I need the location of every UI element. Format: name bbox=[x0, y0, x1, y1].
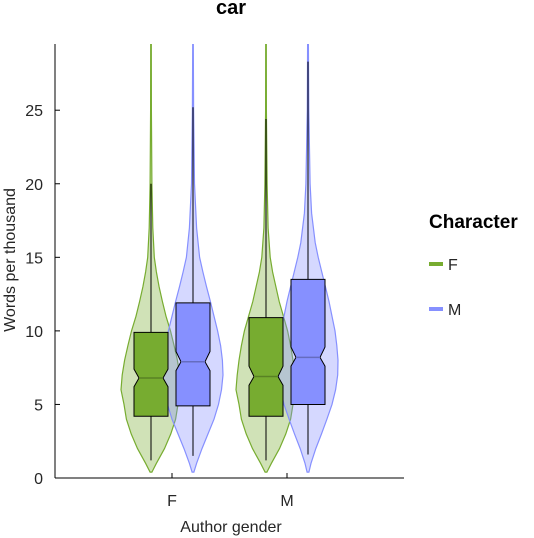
y-tick-label: 5 bbox=[34, 397, 43, 414]
y-tick-label: 15 bbox=[25, 250, 43, 267]
y-tick-label: 25 bbox=[25, 103, 43, 120]
x-tick-label: M bbox=[280, 493, 293, 510]
box-f-m bbox=[248, 317, 284, 417]
box-m-f bbox=[175, 302, 211, 407]
y-tick-label: 0 bbox=[34, 471, 43, 488]
x-axis-title: Author gender bbox=[180, 519, 282, 536]
y-axis-title: Words per thousand bbox=[2, 188, 19, 332]
legend: Character F M bbox=[429, 212, 518, 319]
y-tick-label: 10 bbox=[25, 324, 43, 341]
box-f-f bbox=[133, 331, 169, 417]
chart-title: car bbox=[216, 0, 246, 19]
legend-title: Character bbox=[429, 212, 518, 233]
y-tick-label: 20 bbox=[25, 177, 43, 194]
plot-area bbox=[120, 44, 339, 473]
plot-clip-group bbox=[120, 44, 339, 473]
legend-label-m: M bbox=[448, 302, 461, 319]
x-tick-label: F bbox=[167, 493, 177, 510]
legend-label-f: F bbox=[448, 257, 458, 274]
axes: 0 5 10 15 20 25 F M bbox=[25, 44, 404, 510]
box-m-m bbox=[290, 278, 326, 405]
